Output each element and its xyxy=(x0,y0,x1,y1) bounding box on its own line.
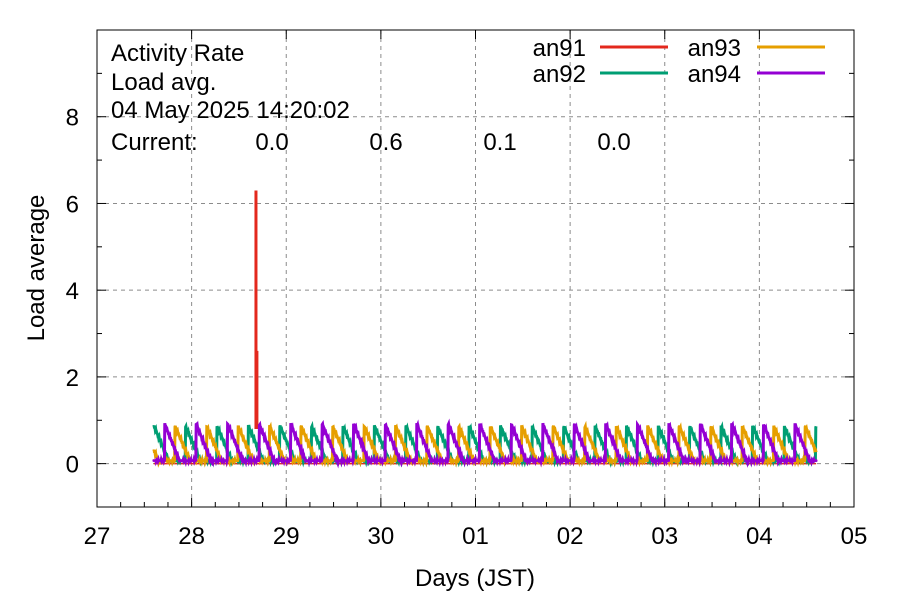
y-tick-label: 8 xyxy=(66,105,79,132)
series-an91 xyxy=(153,190,817,465)
y-tick-label: 6 xyxy=(66,191,79,218)
x-tick-label: 28 xyxy=(178,523,205,550)
x-tick-label: 01 xyxy=(462,523,489,550)
x-axis-label: Days (JST) xyxy=(415,565,535,592)
x-tick-label: 04 xyxy=(746,523,773,550)
current-value-an91: 0.0 xyxy=(255,129,288,156)
legend-label-an92: an92 xyxy=(533,61,586,88)
chart-title-line-1: Activity Rate xyxy=(111,40,244,67)
x-tick-label: 05 xyxy=(841,523,868,550)
chart-title-line-2: Load avg. xyxy=(111,69,216,96)
y-tick-label: 4 xyxy=(66,278,79,305)
legend: an91 an93 an92 an94 xyxy=(533,35,825,88)
x-tick-label: 03 xyxy=(651,523,678,550)
x-tick-label: 30 xyxy=(368,523,395,550)
current-value-an92: 0.6 xyxy=(369,129,402,156)
series-line-an94 xyxy=(152,418,818,469)
y-tick-label: 0 xyxy=(66,452,79,479)
current-value-an93: 0.1 xyxy=(483,129,516,156)
x-tick-label: 27 xyxy=(84,523,111,550)
current-label: Current: xyxy=(111,129,198,156)
legend-label-an94: an94 xyxy=(688,61,741,88)
series-an94 xyxy=(152,418,818,469)
x-tick-label: 02 xyxy=(557,523,584,550)
y-axis-label: Load average xyxy=(23,195,50,342)
plot-series xyxy=(152,190,818,469)
legend-label-an93: an93 xyxy=(688,35,741,62)
legend-label-an91: an91 xyxy=(533,35,586,62)
x-tick-label: 29 xyxy=(273,523,300,550)
chart-title-line-3: 04 May 2025 14:20:02 xyxy=(111,97,350,124)
series-line-an93 xyxy=(152,420,818,468)
current-value-an94: 0.0 xyxy=(597,129,630,156)
series-an93 xyxy=(152,420,818,468)
y-tick-label: 2 xyxy=(66,365,79,392)
